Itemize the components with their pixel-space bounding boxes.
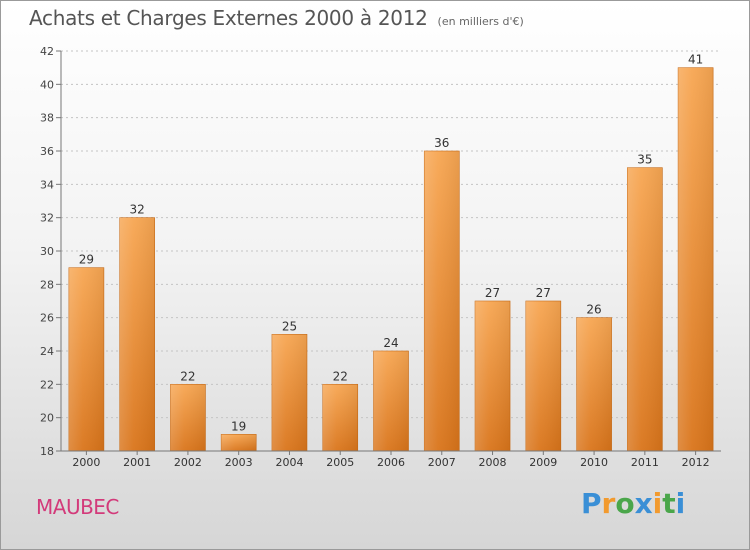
bar-sheen — [576, 317, 612, 451]
data-label: 25 — [282, 319, 297, 333]
bar-sheen — [322, 384, 358, 451]
x-tick-label: 2006 — [377, 456, 405, 469]
y-tick-label: 30 — [40, 245, 54, 258]
data-label: 27 — [536, 286, 551, 300]
data-label: 32 — [130, 203, 145, 217]
logo-letter: o — [615, 487, 635, 520]
y-tick-label: 36 — [40, 145, 54, 158]
proxiti-logo: Proxiti — [581, 487, 685, 520]
chart-subtitle: (en milliers d'€) — [437, 15, 524, 28]
data-label: 26 — [586, 303, 601, 317]
bar-sheen — [627, 167, 663, 451]
x-tick-label: 2003 — [225, 456, 253, 469]
x-tick-label: 2007 — [428, 456, 456, 469]
data-label: 24 — [383, 336, 398, 350]
data-label: 36 — [434, 136, 449, 150]
bar-sheen — [170, 384, 206, 451]
x-tick-label: 2009 — [529, 456, 557, 469]
logo-letter: t — [662, 487, 676, 520]
y-tick-label: 18 — [40, 445, 54, 458]
data-label: 19 — [231, 419, 246, 433]
x-tick-label: 2001 — [123, 456, 151, 469]
chart-title: Achats et Charges Externes 2000 à 2012 (e… — [29, 6, 524, 30]
y-tick-label: 32 — [40, 212, 54, 225]
x-tick-label: 2005 — [326, 456, 354, 469]
x-tick-label: 2002 — [174, 456, 202, 469]
bar-sheen — [475, 301, 511, 451]
x-tick-label: 2000 — [72, 456, 100, 469]
bar-sheen — [424, 151, 460, 451]
bar-sheen — [525, 301, 561, 451]
y-tick-label: 22 — [40, 378, 54, 391]
data-label: 22 — [180, 369, 195, 383]
bar-sheen — [119, 217, 155, 451]
x-tick-label: 2004 — [275, 456, 303, 469]
y-tick-label: 28 — [40, 278, 54, 291]
x-tick-label: 2012 — [682, 456, 710, 469]
y-tick-label: 42 — [40, 45, 54, 58]
chart-title-text: Achats et Charges Externes 2000 à 2012 — [29, 6, 428, 30]
y-tick-label: 24 — [40, 345, 54, 358]
y-tick-label: 26 — [40, 312, 54, 325]
y-tick-label: 34 — [40, 178, 54, 191]
logo-letter: i — [675, 487, 686, 520]
data-label: 35 — [637, 153, 652, 167]
y-tick-label: 20 — [40, 412, 54, 425]
commune-name: MAUBEC — [36, 495, 119, 519]
logo-letter: i — [652, 487, 663, 520]
bar-sheen — [68, 267, 104, 451]
y-tick-label: 38 — [40, 112, 54, 125]
y-tick-label: 40 — [40, 78, 54, 91]
bar-sheen — [373, 351, 409, 451]
data-label: 41 — [688, 53, 703, 67]
bar-sheen — [678, 67, 714, 452]
x-tick-label: 2010 — [580, 456, 608, 469]
logo-letter: P — [581, 487, 602, 520]
logo-letter: x — [634, 487, 653, 520]
bar-sheen — [221, 434, 257, 451]
data-label: 27 — [485, 286, 500, 300]
data-label: 29 — [79, 253, 94, 267]
bar-sheen — [271, 334, 307, 451]
x-tick-label: 2011 — [631, 456, 659, 469]
x-tick-label: 2008 — [479, 456, 507, 469]
logo-letter: r — [601, 487, 616, 520]
data-label: 22 — [333, 369, 348, 383]
